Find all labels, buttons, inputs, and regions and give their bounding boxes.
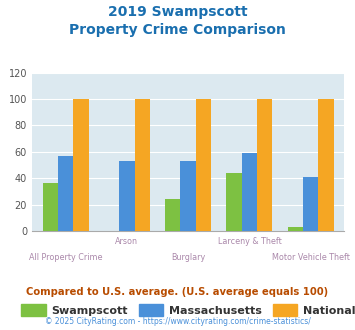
Bar [242,153,257,231]
Bar [318,99,334,231]
Text: Motor Vehicle Theft: Motor Vehicle Theft [272,253,350,262]
Text: Arson: Arson [115,237,138,246]
Legend: Swampscott, Massachusetts, National: Swampscott, Massachusetts, National [17,300,355,320]
Text: Larceny & Theft: Larceny & Theft [218,237,281,246]
Bar [135,99,150,231]
Bar [288,227,303,231]
Text: Compared to U.S. average. (U.S. average equals 100): Compared to U.S. average. (U.S. average … [26,287,329,297]
Bar [58,156,73,231]
Text: All Property Crime: All Property Crime [29,253,102,262]
Bar [303,177,318,231]
Text: Burglary: Burglary [171,253,205,262]
Text: © 2025 CityRating.com - https://www.cityrating.com/crime-statistics/: © 2025 CityRating.com - https://www.city… [45,317,310,326]
Bar [165,199,180,231]
Bar [196,99,211,231]
Bar [73,99,89,231]
Bar [119,161,135,231]
Text: 2019 Swampscott
Property Crime Comparison: 2019 Swampscott Property Crime Compariso… [69,5,286,37]
Bar [257,99,272,231]
Bar [43,183,58,231]
Bar [180,161,196,231]
Bar [226,173,242,231]
